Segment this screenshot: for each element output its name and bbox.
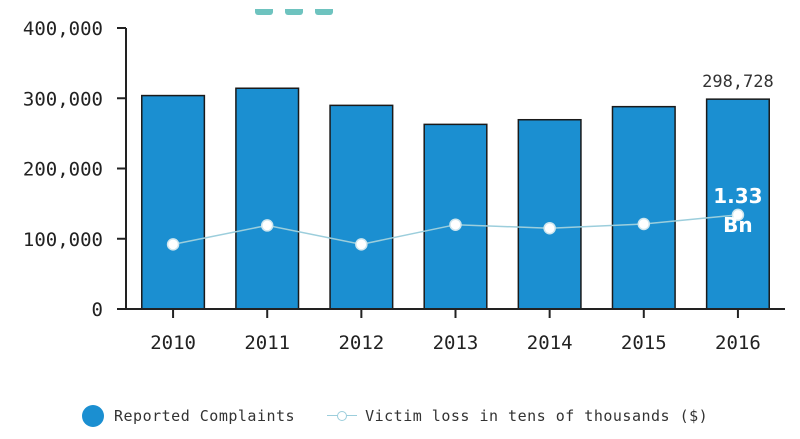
- victim-loss-point-2010: [166, 238, 180, 251]
- bar-2011: [235, 87, 300, 310]
- y-tick-label: 400,000: [23, 18, 103, 40]
- x-tick-label: 2016: [715, 332, 761, 354]
- y-tick-label: 300,000: [23, 88, 103, 110]
- x-tick-label: 2015: [621, 332, 667, 354]
- victim-loss-value-label: 1.33: [713, 184, 762, 208]
- victim-loss-point-2016: [731, 208, 745, 222]
- bar-2015: [611, 105, 676, 310]
- legend-item-victim-loss: Victim loss in tens of thousands ($): [327, 407, 708, 425]
- victim-loss-unit-label: Bn: [723, 213, 752, 237]
- last-bar-value-label: 298,728: [702, 72, 774, 92]
- y-tick-label: 100,000: [23, 229, 103, 251]
- x-tick-label: 2010: [150, 332, 196, 354]
- x-axis-ticks: 2010 2011 2012 2013 2014 2015 2016: [150, 309, 761, 354]
- legend-line-swatch: [327, 410, 358, 422]
- bars: [141, 87, 770, 310]
- bar-2013: [423, 123, 488, 310]
- legend-complaints-label: Reported Complaints: [114, 407, 296, 425]
- x-tick-label: 2014: [527, 332, 573, 354]
- victim-loss-line: [166, 208, 745, 251]
- x-tick-label: 2013: [433, 332, 479, 354]
- legend: Reported Complaints Victim loss in tens …: [82, 401, 740, 431]
- bar-2014: [517, 118, 582, 310]
- x-tick-label: 2011: [244, 332, 290, 354]
- legend-victim-loss-label: Victim loss in tens of thousands ($): [365, 407, 709, 425]
- legend-item-complaints: Reported Complaints: [82, 405, 295, 427]
- bar-2012: [329, 104, 394, 310]
- legend-bar-swatch: [82, 405, 104, 427]
- cropped-title-fragment: [255, 0, 365, 15]
- y-tick-label: 0: [92, 299, 103, 321]
- victim-loss-point-2011: [260, 219, 274, 232]
- y-tick-label: 200,000: [23, 159, 103, 181]
- victim-loss-point-2015: [637, 217, 651, 231]
- victim-loss-point-2012: [355, 238, 368, 251]
- victim-loss-point-2013: [449, 218, 462, 231]
- bar-2010: [141, 94, 206, 310]
- x-tick-label: 2012: [338, 332, 384, 354]
- y-axis-ticks: 0 100,000 200,000 300,000 400,000: [23, 18, 126, 321]
- victim-loss-point-2014: [543, 221, 556, 235]
